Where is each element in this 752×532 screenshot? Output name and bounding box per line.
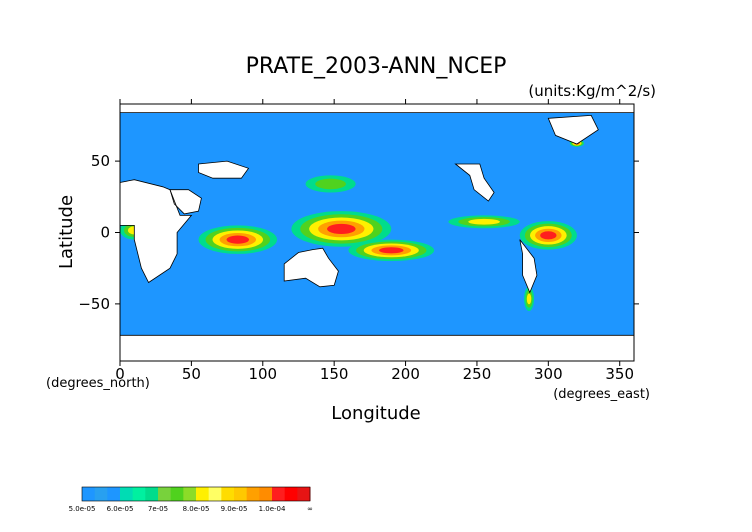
south-america-west-mask-coast [519,239,538,294]
colorbar-swatch [107,487,121,501]
colorbar-label: 7e-05 [148,505,168,513]
colorbar-label: 5.0e-05 [69,505,96,513]
colorbar-swatch [82,487,96,501]
colorbar-swatch [221,487,235,501]
colorbar-label: 9.0e-05 [221,505,248,513]
x-tick-label: 100 [248,365,277,383]
africa-mask-coast [119,179,193,284]
y-tick-label: 50 [91,152,110,170]
y-axis-title: Latitude [56,195,77,269]
colorbar-swatch [246,487,260,501]
x-tick-label: 0 [115,365,125,383]
colorbar-swatch [297,487,311,501]
antarctica-mask [120,335,634,361]
y-tick-label: 0 [100,224,110,242]
y-axis: −50 0 50 [78,152,639,313]
colorbar-swatch [132,487,146,501]
colorbar-label: 1.0e-04 [259,505,286,513]
colorbar-label: 8.0e-05 [183,505,210,513]
central-asia-mask-coast [198,160,250,179]
arctic-mask [120,104,634,113]
x-axis-title: Longitude [331,403,421,424]
colorbar-label: ∞ [307,505,313,513]
arabia-mask [170,189,202,214]
precip-band [540,231,557,240]
central-asia-mask [198,161,249,179]
x-tick-label: 50 [182,365,201,383]
units-label: (units:Kg/m^2/s) [528,82,656,100]
colorbar-swatch [170,487,184,501]
arabia-mask-coast [169,189,202,215]
precip-band [327,223,356,235]
colorbar-swatch [120,487,134,501]
y-tick-label: −50 [78,295,110,313]
colorbar: 5.0e-05 6.0e-05 7e-05 8.0e-05 9.0e-05 1.0e-04… [69,486,313,513]
australia-mask [284,248,339,287]
colorbar-swatch [234,487,248,501]
north-america-mask [455,164,495,202]
colorbar-label: 6.0e-05 [107,505,134,513]
colorbar-swatch [208,487,222,501]
x-tick-label: 150 [320,365,349,383]
y-units-label: (degrees_north) [46,376,150,391]
greenland-mask-coast [547,114,599,145]
precipitation-field [119,139,585,312]
x-tick-label: 250 [463,365,492,383]
x-units-label: (degrees_east) [553,387,650,402]
x-tick-label: 300 [534,365,563,383]
precip-band [526,293,532,305]
colorbar-swatch [183,487,197,501]
north-america-mask-coast [454,163,495,202]
plot-area [119,103,635,362]
x-tick-label: 200 [391,365,420,383]
colorbar-swatch [145,487,159,501]
precip-band [226,235,250,244]
x-axis: 0 50 100 150 200 250 300 350 [115,99,634,383]
south-america-west-mask [519,239,537,293]
colorbar-swatch [196,487,210,501]
chart-title: PRATE_2003-ANN_NCEP [246,54,507,79]
precip-band [468,218,500,225]
land-mask [120,104,634,361]
colorbar-swatch [284,487,298,501]
colorbar-swatch [158,487,172,501]
australia-mask-coast [283,247,339,288]
precip-band [315,178,346,190]
greenland-mask [548,115,599,144]
africa-mask [120,179,192,283]
colorbar-swatch [94,487,108,501]
colorbar-swatch [272,487,286,501]
x-tick-label: 350 [605,365,634,383]
colorbar-frame [81,486,311,502]
precip-band [379,247,404,254]
colorbar-swatch [259,487,273,501]
